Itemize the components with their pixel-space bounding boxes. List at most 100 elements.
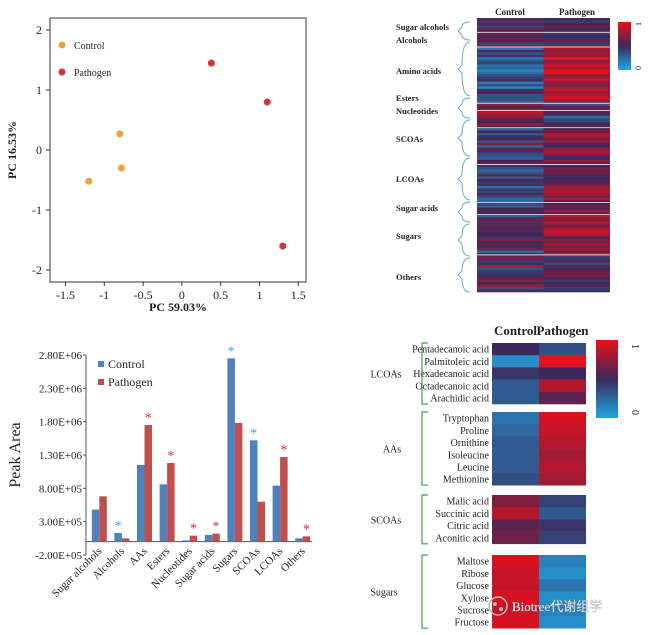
- group-bracket: [457, 119, 471, 157]
- heat-cell: [477, 255, 544, 259]
- heat-cell: [543, 30, 610, 33]
- group-bracket: [421, 494, 428, 545]
- heat-cell: [477, 167, 544, 170]
- heat-cell: [477, 179, 544, 182]
- heat-cell: [477, 35, 544, 38]
- heat-cell: [477, 59, 544, 63]
- bar: [295, 538, 303, 542]
- row-label: Succinic acid: [435, 509, 489, 520]
- row-label: Xylose: [461, 593, 490, 604]
- heat-cell: [477, 106, 544, 109]
- heat-cell: [543, 118, 610, 122]
- heat-cell: [539, 591, 586, 605]
- heat-cell: [543, 32, 610, 36]
- heat-cell: [539, 579, 586, 592]
- heat-cell: [492, 555, 539, 568]
- heat-cell: [492, 616, 539, 629]
- heat-cell: [543, 190, 610, 194]
- heat-cell: [477, 231, 544, 235]
- heat-cell: [543, 86, 610, 90]
- y-tick-label: 3.00E+05: [39, 517, 83, 529]
- heat-cell: [543, 35, 610, 38]
- heat-cell: [477, 238, 544, 242]
- heat-cell: [543, 57, 610, 60]
- heat-cell: [543, 202, 610, 206]
- heat-cell: [543, 272, 610, 276]
- heat-cell: [477, 289, 544, 293]
- heat-cell: [492, 567, 539, 580]
- heat-cell: [539, 343, 586, 356]
- heat-cell: [543, 260, 610, 263]
- heat-cell: [477, 98, 544, 102]
- heat-cell: [492, 519, 539, 532]
- pca-frame: [49, 17, 307, 283]
- group-label: SCOAs: [396, 134, 424, 144]
- data-point: [117, 164, 125, 172]
- heat-cell: [543, 64, 610, 68]
- heat-cell: [477, 93, 544, 97]
- heat-cell: [477, 79, 544, 82]
- y-tick-label: 2: [36, 23, 42, 37]
- heat-cell: [477, 214, 544, 218]
- heat-cell: [543, 197, 610, 201]
- watermark: Biotree代谢组学: [488, 596, 602, 616]
- heat-cell: [543, 229, 610, 232]
- heat-cell: [477, 86, 544, 90]
- heat-cell: [477, 226, 544, 230]
- group-label: Alcohols: [396, 35, 428, 45]
- heat-cell: [543, 18, 610, 21]
- heat-cell: [477, 282, 544, 285]
- bar: [234, 423, 243, 542]
- heat-cell: [543, 76, 610, 80]
- bar: [159, 484, 168, 542]
- heat-cell: [477, 269, 544, 273]
- data-point: [85, 177, 93, 185]
- y-tick-label: 1: [36, 83, 42, 97]
- heat-cell: [543, 265, 610, 268]
- heat-cell: [477, 66, 544, 70]
- row-label: Pentadecanoic acid: [412, 345, 489, 356]
- heat-cell: [477, 248, 544, 251]
- heat-cell: [477, 260, 544, 263]
- heat-cell: [543, 81, 610, 85]
- data-point: [263, 98, 271, 106]
- heat-cell: [543, 236, 610, 239]
- heat-cell: [492, 436, 539, 449]
- x-tick-label: Others: [279, 545, 308, 574]
- heat-cell: [477, 81, 544, 85]
- legend-label: Pathogen: [108, 375, 153, 389]
- row-label: Aconitic acid: [435, 533, 489, 544]
- bar: [250, 440, 258, 542]
- heat-cell: [477, 52, 544, 55]
- heat-cell: [539, 448, 586, 462]
- significance-star: *: [228, 344, 235, 359]
- heat-cell: [477, 174, 544, 177]
- heat-cell: [477, 20, 544, 24]
- heat-cell: [492, 473, 539, 486]
- heat-cell: [539, 616, 586, 629]
- heat-cell: [477, 88, 544, 92]
- scale-min-label: 0: [629, 410, 640, 415]
- heat-cell: [543, 181, 610, 185]
- heat-cell: [492, 448, 539, 462]
- heat-cell: [543, 222, 610, 225]
- legend-marker: [58, 68, 66, 76]
- heat-cell: [543, 243, 610, 247]
- heat-cell: [543, 140, 610, 144]
- heat-cell: [477, 42, 544, 46]
- row-label: Palmitoleic acid: [424, 357, 489, 368]
- heat-cell: [543, 62, 610, 65]
- heat-cell: [477, 252, 544, 256]
- heat-cell: [477, 205, 544, 208]
- heat-cell: [492, 495, 539, 508]
- heat-cell: [543, 277, 610, 281]
- significance-star: *: [303, 522, 310, 537]
- heat-cell: [539, 473, 586, 486]
- bar: [257, 501, 265, 542]
- heat-cell: [543, 69, 610, 73]
- heat-cell: [543, 42, 610, 46]
- heat-cell: [543, 130, 610, 134]
- heat-cell: [543, 167, 610, 170]
- heat-cell: [543, 113, 610, 117]
- bar: [272, 485, 281, 542]
